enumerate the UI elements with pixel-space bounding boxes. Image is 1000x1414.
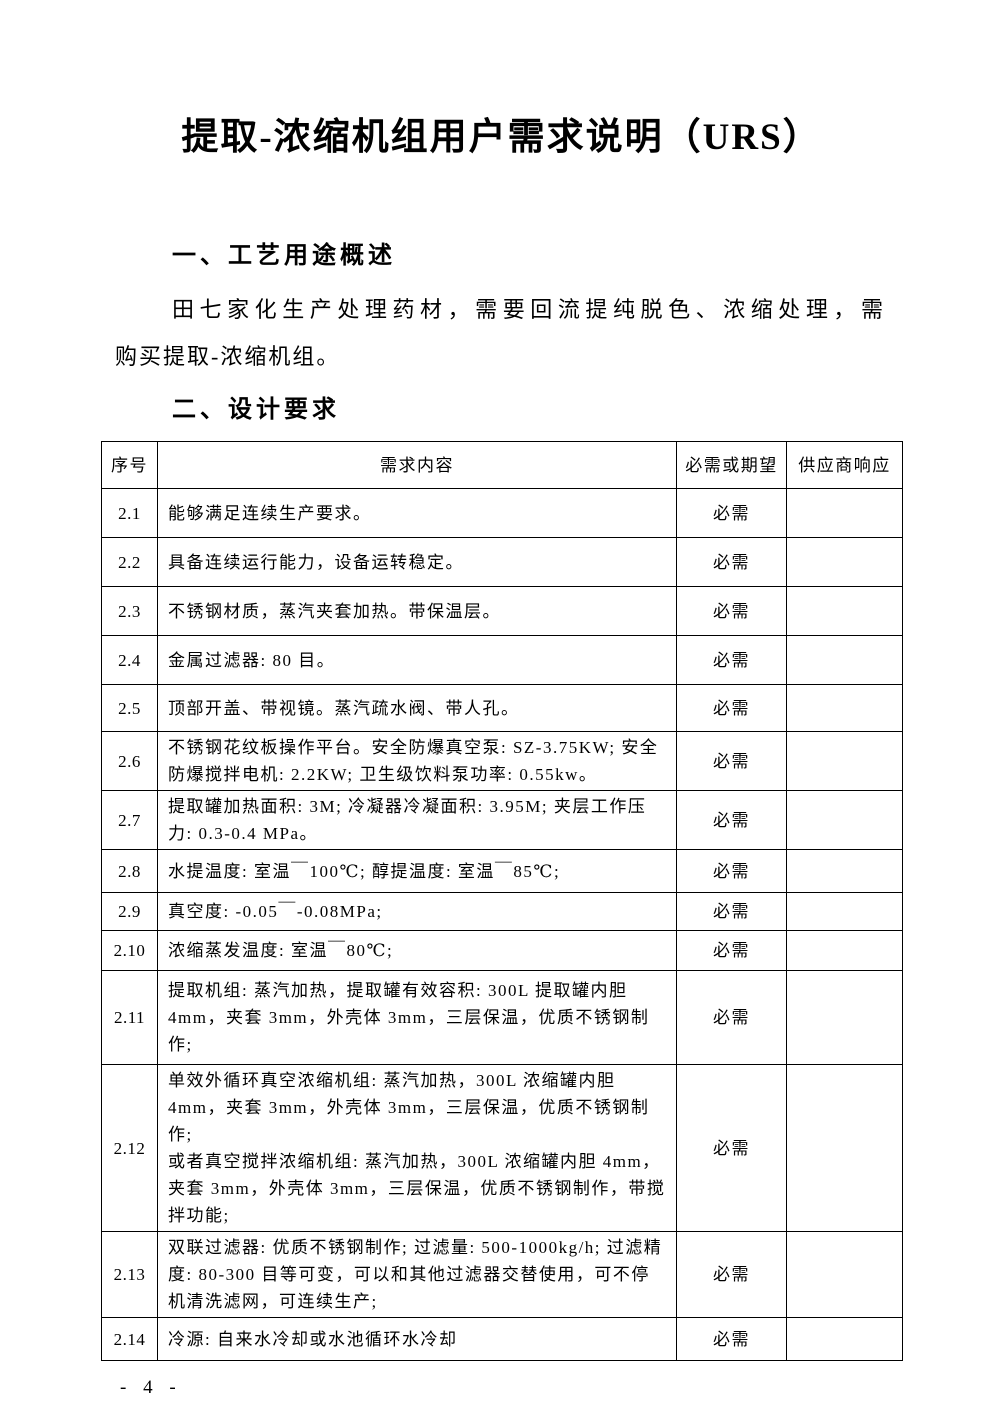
cell-content: 不锈钢材质，蒸汽夹套加热。带保温层。 — [157, 586, 677, 636]
cell-response — [786, 731, 903, 791]
table-row: 2.9 真空度: -0.05￣-0.08MPa; 必需 — [101, 892, 903, 931]
cell-no: 2.8 — [101, 849, 158, 893]
cell-required: 必需 — [676, 684, 787, 732]
table-row: 2.12 单效外循环真空浓缩机组: 蒸汽加热，300L 浓缩罐内胆 4mm，夹套 … — [101, 1064, 903, 1232]
table-header-row: 序号 需求内容 必需或期望 供应商响应 — [101, 441, 903, 489]
cell-no: 2.10 — [101, 930, 158, 971]
header-cell-no: 序号 — [101, 441, 158, 489]
cell-no: 2.11 — [101, 970, 158, 1065]
cell-content: 冷源: 自来水冷却或水池循环水冷却 — [157, 1317, 677, 1361]
cell-content: 顶部开盖、带视镜。蒸汽疏水阀、带人孔。 — [157, 684, 677, 732]
table-row: 2.4 金属过滤器: 80 目。 必需 — [101, 635, 903, 685]
header-cell-required: 必需或期望 — [676, 441, 787, 489]
section-design-heading: 二、设计要求 — [172, 396, 340, 423]
cell-required: 必需 — [676, 930, 787, 971]
table-row: 2.10 浓缩蒸发温度: 室温￣80℃; 必需 — [101, 930, 903, 971]
table-row: 2.6 不锈钢花纹板操作平台。安全防爆真空泵: SZ-3.75KW; 安全防爆搅拌… — [101, 731, 903, 791]
section-overview-heading: 一、工艺用途概述 — [172, 242, 396, 269]
cell-response — [786, 684, 903, 732]
cell-no: 2.9 — [101, 892, 158, 931]
cell-content: 金属过滤器: 80 目。 — [157, 635, 677, 685]
cell-no: 2.6 — [101, 731, 158, 791]
header-cell-response: 供应商响应 — [786, 441, 903, 489]
cell-response — [786, 790, 903, 850]
cell-no: 2.7 — [101, 790, 158, 850]
cell-no: 2.4 — [101, 635, 158, 685]
cell-content: 水提温度: 室温￣100℃; 醇提温度: 室温￣85℃; — [157, 849, 677, 893]
cell-content: 单效外循环真空浓缩机组: 蒸汽加热，300L 浓缩罐内胆 4mm，夹套 3mm，… — [157, 1064, 677, 1232]
cell-content: 浓缩蒸发温度: 室温￣80℃; — [157, 930, 677, 971]
cell-response — [786, 970, 903, 1065]
page-number: - 4 - — [120, 1377, 182, 1398]
cell-response — [786, 930, 903, 971]
table-row: 2.1 能够满足连续生产要求。 必需 — [101, 488, 903, 538]
requirements-table-body: 2.1 能够满足连续生产要求。 必需 2.2 具备连续运行能力，设备运转稳定。 必需 2.3… — [101, 488, 903, 1361]
cell-required: 必需 — [676, 1231, 787, 1318]
cell-required: 必需 — [676, 970, 787, 1065]
cell-required: 必需 — [676, 1317, 787, 1361]
cell-no: 2.3 — [101, 586, 158, 636]
cell-response — [786, 537, 903, 587]
table-row: 2.8 水提温度: 室温￣100℃; 醇提温度: 室温￣85℃; 必需 — [101, 849, 903, 893]
cell-response — [786, 586, 903, 636]
cell-response — [786, 488, 903, 538]
table-row: 2.11 提取机组: 蒸汽加热，提取罐有效容积: 300L 提取罐内胆 4mm，夹… — [101, 970, 903, 1065]
cell-response — [786, 849, 903, 893]
cell-required: 必需 — [676, 849, 787, 893]
cell-content: 真空度: -0.05￣-0.08MPa; — [157, 892, 677, 931]
cell-required: 必需 — [676, 790, 787, 850]
cell-required: 必需 — [676, 537, 787, 587]
cell-required: 必需 — [676, 731, 787, 791]
table-row: 2.3 不锈钢材质，蒸汽夹套加热。带保温层。 必需 — [101, 586, 903, 636]
overview-paragraph-line-2: 购买提取-浓缩机组。 — [115, 344, 341, 369]
cell-required: 必需 — [676, 892, 787, 931]
cell-required: 必需 — [676, 488, 787, 538]
cell-no: 2.1 — [101, 488, 158, 538]
document-title: 提取-浓缩机组用户需求说明（URS） — [181, 117, 822, 158]
overview-paragraph: 田七家化生产处理药材，需要回流提纯脱色、浓缩处理，需 购买提取-浓缩机组。 — [115, 286, 885, 380]
table-row: 2.14 冷源: 自来水冷却或水池循环水冷却 必需 — [101, 1317, 903, 1361]
cell-response — [786, 1317, 903, 1361]
cell-response — [786, 892, 903, 931]
cell-no: 2.14 — [101, 1317, 158, 1361]
cell-no: 2.5 — [101, 684, 158, 732]
cell-response — [786, 635, 903, 685]
cell-required: 必需 — [676, 635, 787, 685]
cell-content: 具备连续运行能力，设备运转稳定。 — [157, 537, 677, 587]
header-cell-content: 需求内容 — [157, 441, 677, 489]
cell-content: 不锈钢花纹板操作平台。安全防爆真空泵: SZ-3.75KW; 安全防爆搅拌电机:… — [157, 731, 677, 791]
cell-response — [786, 1231, 903, 1318]
requirements-table: 序号 需求内容 必需或期望 供应商响应 2.1 能够满足连续生产要求。 必需 2.2 具… — [101, 441, 903, 1361]
cell-no: 2.13 — [101, 1231, 158, 1318]
cell-content: 提取罐加热面积: 3M; 冷凝器冷凝面积: 3.95M; 夹层工作压力: 0.3… — [157, 790, 677, 850]
cell-response — [786, 1064, 903, 1232]
overview-paragraph-line-1: 田七家化生产处理药材，需要回流提纯脱色、浓缩处理，需 — [172, 297, 885, 322]
cell-no: 2.2 — [101, 537, 158, 587]
table-row: 2.5 顶部开盖、带视镜。蒸汽疏水阀、带人孔。 必需 — [101, 684, 903, 732]
cell-content: 提取机组: 蒸汽加热，提取罐有效容积: 300L 提取罐内胆 4mm，夹套 3m… — [157, 970, 677, 1065]
table-row: 2.2 具备连续运行能力，设备运转稳定。 必需 — [101, 537, 903, 587]
cell-content: 双联过滤器: 优质不锈钢制作; 过滤量: 500-1000kg/h; 过滤精度:… — [157, 1231, 677, 1318]
cell-no: 2.12 — [101, 1064, 158, 1232]
table-row: 2.13 双联过滤器: 优质不锈钢制作; 过滤量: 500-1000kg/h; 过… — [101, 1231, 903, 1318]
table-row: 2.7 提取罐加热面积: 3M; 冷凝器冷凝面积: 3.95M; 夹层工作压力: … — [101, 790, 903, 850]
cell-required: 必需 — [676, 1064, 787, 1232]
cell-content: 能够满足连续生产要求。 — [157, 488, 677, 538]
cell-required: 必需 — [676, 586, 787, 636]
